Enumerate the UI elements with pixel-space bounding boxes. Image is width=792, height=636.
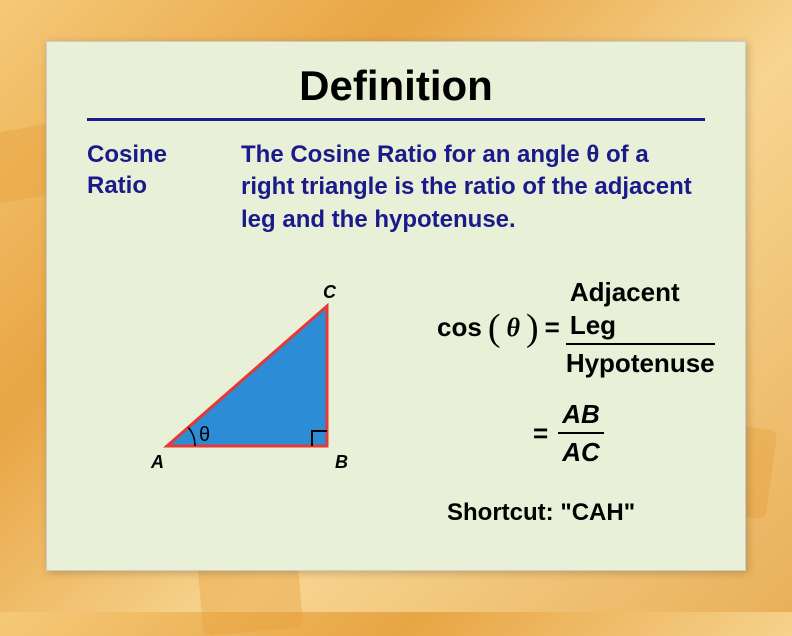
shortcut-label: Shortcut: "CAH" xyxy=(447,499,715,527)
formula-main: cos(θ) = Adjacent Leg Hypotenuse xyxy=(437,276,715,380)
triangle-diagram: A B C θ xyxy=(137,276,417,496)
formula-sides: = AB AC xyxy=(533,398,715,469)
formula-area: cos(θ) = Adjacent Leg Hypotenuse = AB AC… xyxy=(437,276,715,527)
denominator-sides: AC xyxy=(562,434,600,469)
numerator-text: Adjacent Leg xyxy=(566,276,715,345)
triangle-shape xyxy=(167,306,327,446)
vertex-b-label: B xyxy=(335,452,348,473)
triangle-svg xyxy=(137,276,417,496)
definition-card: Definition Cosine Ratio The Cosine Ratio… xyxy=(46,41,746,571)
equals-1: = xyxy=(545,312,560,343)
definition-text: The Cosine Ratio for an angle θ of a rig… xyxy=(241,139,705,236)
equals-2: = xyxy=(533,418,548,449)
vertex-c-label: C xyxy=(323,282,336,303)
fraction-sides: AB AC xyxy=(558,398,604,469)
cos-function: cos xyxy=(437,312,482,343)
fraction-text: Adjacent Leg Hypotenuse xyxy=(566,276,715,380)
vertex-a-label: A xyxy=(151,452,164,473)
denominator-text: Hypotenuse xyxy=(566,345,715,380)
theta-label: θ xyxy=(199,424,210,447)
numerator-sides: AB xyxy=(558,398,604,435)
content-row: Cosine Ratio The Cosine Ratio for an ang… xyxy=(87,139,705,236)
card-title: Definition xyxy=(87,62,705,121)
theta-arg: θ xyxy=(506,313,520,343)
lower-section: A B C θ cos(θ) = Adjacent Leg Hypotenuse… xyxy=(87,276,705,527)
paren-open: ( xyxy=(488,315,501,342)
term-label: Cosine Ratio xyxy=(87,139,217,236)
paren-close: ) xyxy=(526,315,539,342)
